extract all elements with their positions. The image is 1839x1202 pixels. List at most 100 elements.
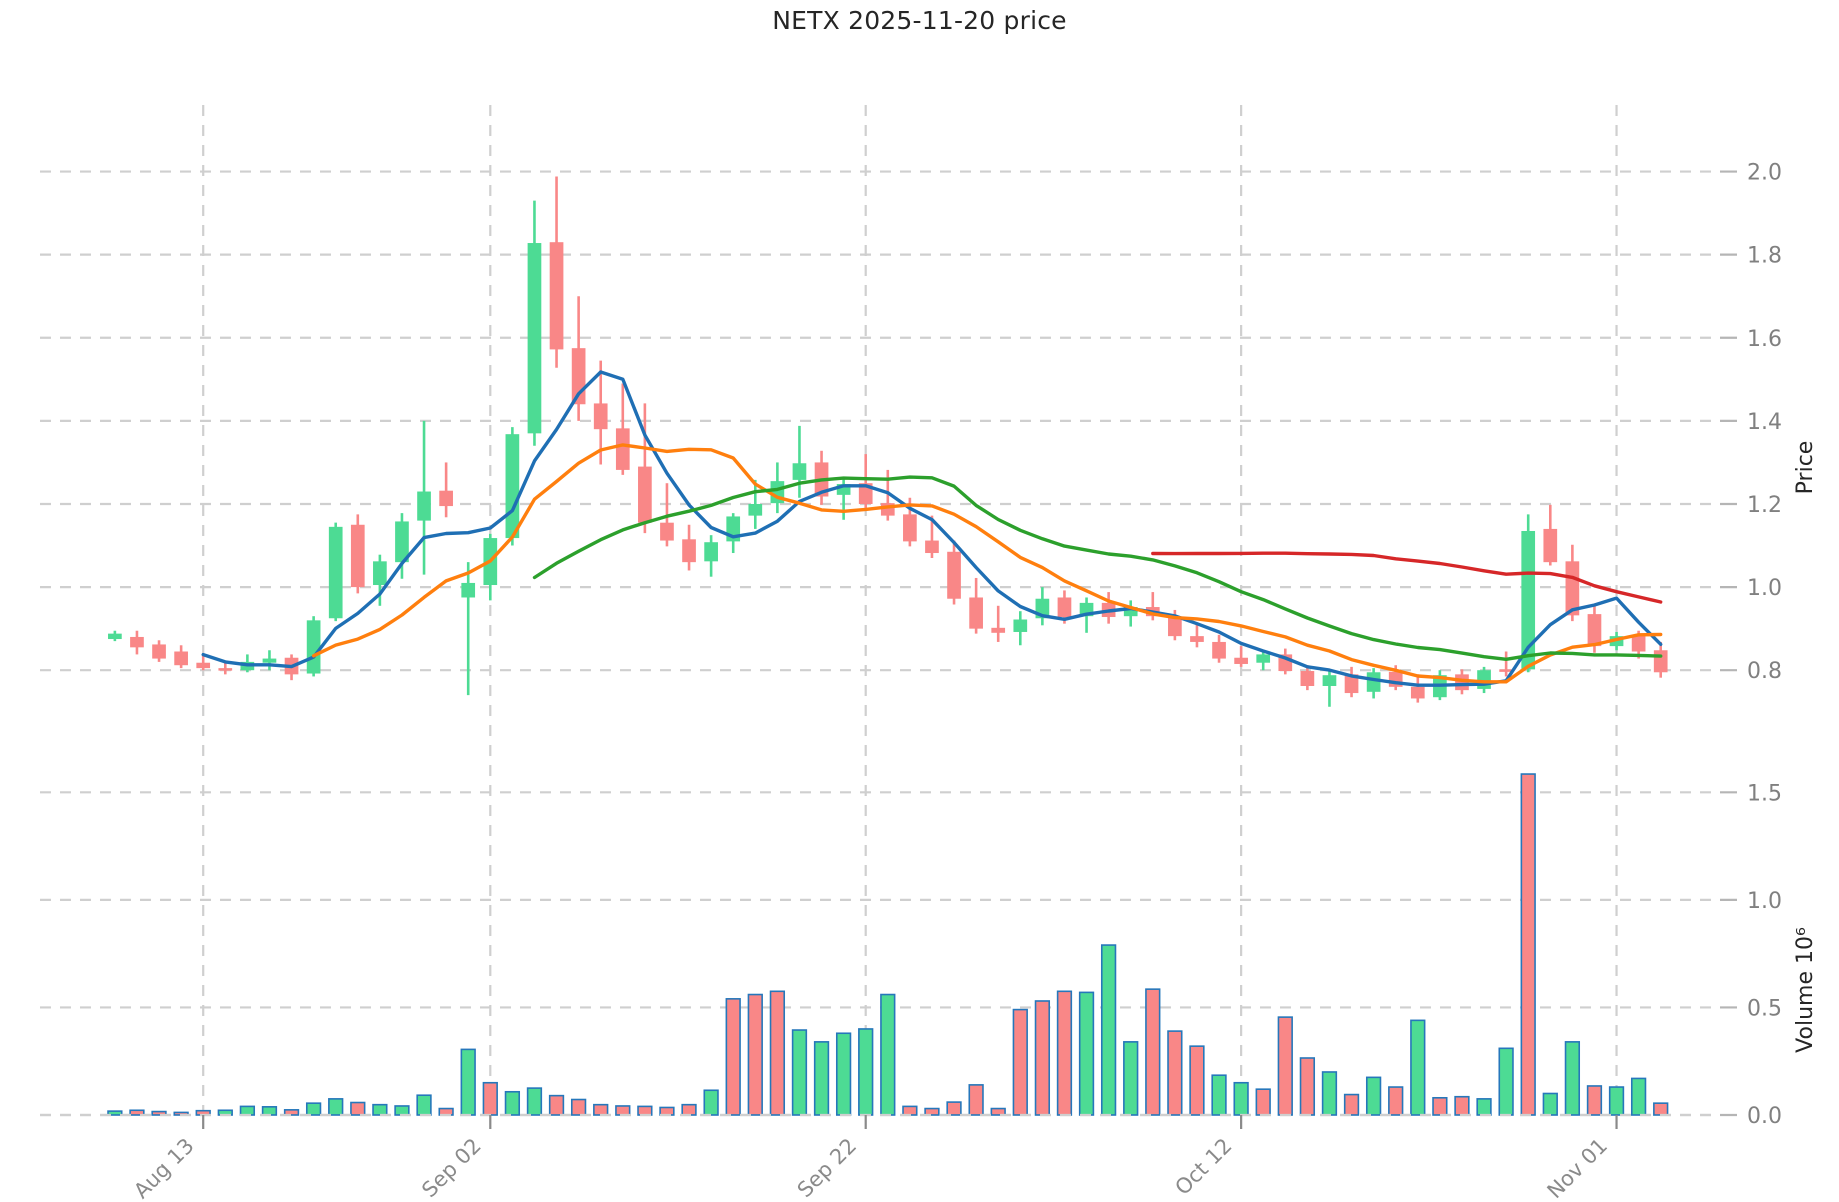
volume-bar bbox=[835, 1032, 852, 1116]
candle-body bbox=[1587, 614, 1602, 647]
volume-series bbox=[40, 773, 1720, 1117]
candle-body bbox=[1631, 636, 1646, 652]
volume-bar bbox=[1145, 988, 1161, 1116]
price-tick-label: 1.6 bbox=[1747, 327, 1782, 352]
volume-bar bbox=[1586, 1085, 1603, 1116]
price-tick-label: 1.8 bbox=[1747, 244, 1782, 269]
volume-bar bbox=[1388, 1086, 1404, 1116]
right-axis: 2.0 1.8 1.6 1.4 1.2 1.0 0.8 1.5 1.0 0.5 0.0 Price Vo… bbox=[1720, 161, 1818, 1129]
candle-body bbox=[1300, 671, 1315, 686]
volume-tick-label: 1.5 bbox=[1747, 781, 1782, 806]
volume-bar bbox=[813, 1041, 830, 1116]
candle-body bbox=[395, 521, 409, 563]
x-tick-label: Nov 01 bbox=[1543, 1134, 1613, 1202]
volume-bar bbox=[350, 1101, 366, 1116]
volume-bar bbox=[1299, 1057, 1316, 1116]
candle-body bbox=[969, 597, 983, 629]
candle-body bbox=[1521, 530, 1536, 670]
ma-mid-line bbox=[311, 443, 1663, 684]
volume-bar bbox=[637, 1105, 653, 1116]
candle-body bbox=[174, 651, 188, 666]
price-tick-label: 1.4 bbox=[1747, 410, 1782, 435]
volume-bar bbox=[924, 1107, 940, 1116]
candle-body bbox=[638, 466, 652, 523]
volume-bar bbox=[1343, 1093, 1360, 1116]
price-axis-label: Price bbox=[1793, 441, 1818, 495]
candle-body bbox=[1234, 657, 1248, 664]
candle-body bbox=[682, 539, 696, 563]
candle-body bbox=[593, 403, 608, 430]
x-axis: Aug 13 Sep 02 Sep 22 Oct 12 Nov 01 bbox=[129, 1115, 1618, 1202]
candlestick-series bbox=[108, 176, 1668, 707]
candle-body bbox=[306, 620, 321, 674]
volume-bar bbox=[1012, 1008, 1028, 1116]
candle-body bbox=[1123, 607, 1138, 617]
candle-body bbox=[1565, 561, 1580, 616]
candle-body bbox=[417, 491, 431, 521]
price-tick-label: 1.2 bbox=[1747, 493, 1782, 518]
volume-bar bbox=[460, 1048, 476, 1116]
candle-body bbox=[1543, 528, 1558, 563]
volume-bar bbox=[1608, 1086, 1625, 1116]
volume-bar bbox=[482, 1081, 498, 1116]
volume-bar bbox=[902, 1105, 918, 1116]
volume-bar bbox=[880, 993, 896, 1116]
volume-bar bbox=[107, 1110, 123, 1116]
ma-xlong-line bbox=[1151, 551, 1663, 604]
ma-short-line bbox=[201, 370, 1663, 687]
volume-bar bbox=[1321, 1071, 1338, 1116]
candle-body bbox=[549, 242, 564, 350]
candle-body bbox=[350, 524, 365, 588]
volume-tick-label: 0.5 bbox=[1747, 996, 1782, 1021]
candle-body bbox=[1653, 650, 1668, 673]
grid-lines bbox=[40, 105, 1720, 1117]
candle-body bbox=[373, 561, 387, 586]
candle-body bbox=[925, 540, 939, 554]
candle-body bbox=[1212, 641, 1226, 659]
volume-bar bbox=[1189, 1045, 1205, 1116]
candle-body bbox=[328, 526, 343, 619]
candle-body bbox=[1057, 597, 1072, 618]
candle-body bbox=[1168, 617, 1182, 637]
volume-bar bbox=[1167, 1030, 1183, 1116]
candle-body bbox=[152, 644, 166, 659]
candle-body bbox=[615, 428, 630, 470]
volume-bar bbox=[1630, 1077, 1647, 1116]
volume-tick-label: 1.0 bbox=[1747, 889, 1782, 914]
price-tick-label: 1.0 bbox=[1747, 576, 1782, 601]
x-tick-label: Sep 02 bbox=[417, 1134, 486, 1202]
volume-bar bbox=[261, 1106, 278, 1116]
volume-bar bbox=[548, 1094, 565, 1116]
candle-body bbox=[1499, 669, 1513, 672]
candle-body bbox=[1477, 670, 1491, 689]
volume-bar bbox=[372, 1103, 388, 1116]
volume-bar bbox=[1233, 1081, 1249, 1116]
volume-bar bbox=[990, 1107, 1006, 1116]
volume-bar bbox=[1100, 944, 1117, 1116]
volume-bar bbox=[968, 1084, 984, 1116]
candle-body bbox=[1344, 674, 1359, 694]
volume-bar bbox=[504, 1090, 521, 1116]
volume-bar bbox=[151, 1110, 167, 1116]
volume-bar bbox=[946, 1101, 962, 1116]
candle-body bbox=[1190, 636, 1204, 642]
candle-body bbox=[461, 582, 476, 598]
volume-bar bbox=[593, 1103, 609, 1116]
volume-bar bbox=[1564, 1041, 1581, 1116]
candle-body bbox=[660, 522, 674, 541]
chart-title: NETX 2025-11-20 price bbox=[772, 6, 1067, 35]
volume-bar bbox=[394, 1105, 410, 1116]
candle-body bbox=[262, 658, 277, 663]
volume-bar bbox=[1365, 1076, 1382, 1116]
price-tick-label: 2.0 bbox=[1747, 161, 1782, 186]
x-tick-label: Oct 12 bbox=[1170, 1134, 1236, 1200]
moving-average-overlays bbox=[201, 370, 1663, 687]
volume-bar bbox=[703, 1089, 719, 1116]
volume-bar bbox=[239, 1105, 256, 1116]
candle-body bbox=[218, 668, 233, 671]
candle-body bbox=[704, 542, 718, 562]
volume-bar bbox=[1277, 1016, 1293, 1116]
candle-body bbox=[1322, 675, 1337, 686]
